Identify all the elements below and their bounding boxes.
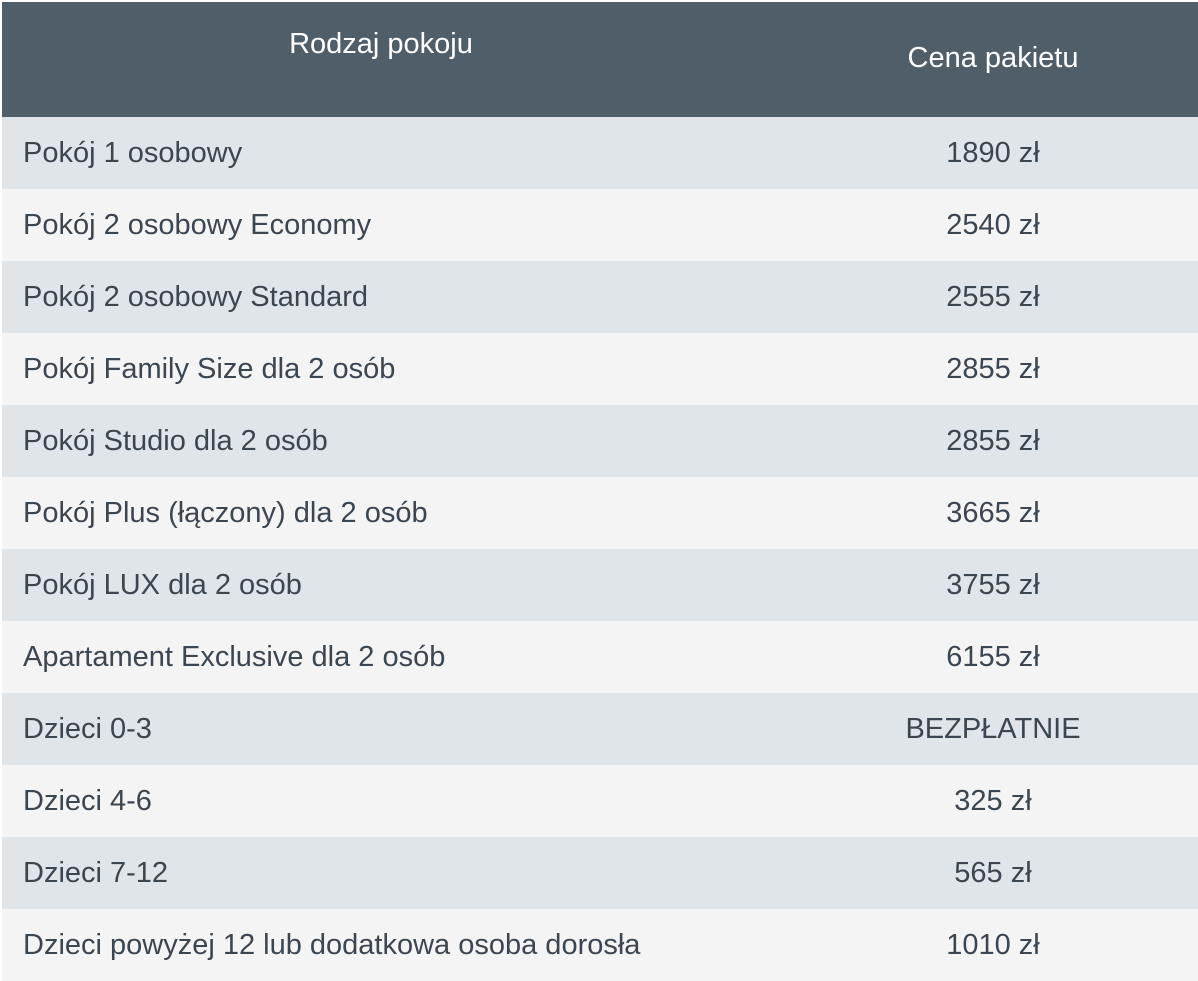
room-price: 2855 zł bbox=[946, 353, 1040, 385]
header-package-price: Cena pakietu bbox=[907, 42, 1079, 74]
room-price: 2540 zł bbox=[946, 209, 1040, 241]
room-price: 2855 zł bbox=[946, 425, 1040, 457]
room-name: Pokój 2 osobowy Standard bbox=[23, 281, 368, 313]
table-row: Pokój 2 osobowy Economy 2540 zł bbox=[2, 189, 1198, 261]
room-name: Pokój Family Size dla 2 osób bbox=[23, 353, 396, 385]
header-room-type: Rodzaj pokoju bbox=[289, 28, 473, 60]
room-name: Pokój 2 osobowy Economy bbox=[23, 209, 372, 241]
room-name: Dzieci 7-12 bbox=[23, 857, 169, 889]
room-price: 6155 zł bbox=[946, 641, 1040, 673]
room-price: 3665 zł bbox=[946, 497, 1040, 529]
room-price: 565 zł bbox=[954, 857, 1032, 889]
table-row: Pokój Studio dla 2 osób 2855 zł bbox=[2, 405, 1198, 477]
room-price: 1010 zł bbox=[946, 929, 1040, 961]
room-name: Pokój 1 osobowy bbox=[23, 137, 243, 169]
table-row: Pokój 2 osobowy Standard 2555 zł bbox=[2, 261, 1198, 333]
room-price: 2555 zł bbox=[946, 281, 1040, 313]
room-price: BEZPŁATNIE bbox=[905, 713, 1081, 745]
table-row: Pokój LUX dla 2 osób 3755 zł bbox=[2, 549, 1198, 621]
room-name: Pokój Plus (łączony) dla 2 osób bbox=[23, 497, 428, 529]
room-name: Dzieci 0-3 bbox=[23, 713, 152, 745]
table-body: Pokój 1 osobowy 1890 zł Pokój 2 osobowy … bbox=[2, 117, 1198, 981]
table-row: Apartament Exclusive dla 2 osób 6155 zł bbox=[2, 621, 1198, 693]
table-row: Dzieci powyżej 12 lub dodatkowa osoba do… bbox=[2, 909, 1198, 981]
table-header: Rodzaj pokoju Cena pakietu bbox=[2, 2, 1198, 117]
room-price: 3755 zł bbox=[946, 569, 1040, 601]
room-price: 325 zł bbox=[954, 785, 1032, 817]
room-price: 1890 zł bbox=[946, 137, 1040, 169]
room-name: Pokój Studio dla 2 osób bbox=[23, 425, 328, 457]
table-row: Dzieci 0-3 BEZPŁATNIE bbox=[2, 693, 1198, 765]
room-name: Apartament Exclusive dla 2 osób bbox=[23, 641, 446, 673]
table-row: Pokój 1 osobowy 1890 zł bbox=[2, 117, 1198, 189]
table-row: Dzieci 4-6 325 zł bbox=[2, 765, 1198, 837]
table-row: Dzieci 7-12 565 zł bbox=[2, 837, 1198, 909]
room-name: Pokój LUX dla 2 osób bbox=[23, 569, 302, 601]
room-name: Dzieci powyżej 12 lub dodatkowa osoba do… bbox=[23, 929, 641, 961]
table-row: Pokój Plus (łączony) dla 2 osób 3665 zł bbox=[2, 477, 1198, 549]
table-row: Pokój Family Size dla 2 osób 2855 zł bbox=[2, 333, 1198, 405]
room-name: Dzieci 4-6 bbox=[23, 785, 152, 817]
